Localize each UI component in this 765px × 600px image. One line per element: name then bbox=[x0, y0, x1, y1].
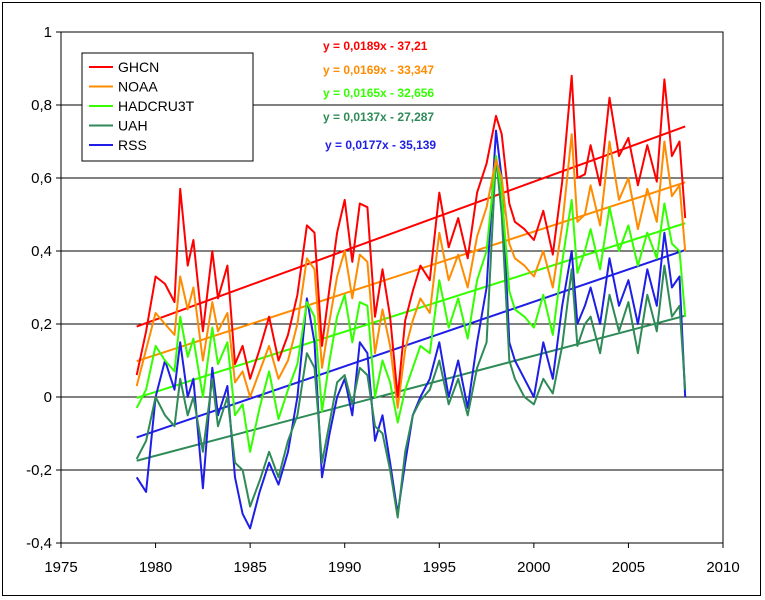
y-tick-label: -0,2 bbox=[26, 462, 52, 479]
legend-label-rss: RSS bbox=[118, 137, 147, 153]
trendline-noaa bbox=[136, 181, 686, 363]
y-tick-label: 0,6 bbox=[31, 170, 52, 187]
x-tick-label: 1985 bbox=[233, 559, 266, 576]
legend-label-hadcru3t: HADCRU3T bbox=[118, 98, 195, 114]
equation-rss: y = 0,0177x - 35,139 bbox=[325, 138, 436, 152]
x-tick-label: 1980 bbox=[139, 559, 172, 576]
x-tick-label: 1975 bbox=[44, 559, 77, 576]
equation-uah: y = 0,0137x - 27,287 bbox=[323, 110, 434, 124]
legend-label-uah: UAH bbox=[118, 118, 148, 134]
y-tick-label: 1 bbox=[44, 24, 52, 41]
equation-ghcn: y = 0,0189x - 37,21 bbox=[323, 39, 428, 53]
legend: GHCN NOAA HADCRU3T UAH RSS bbox=[81, 52, 254, 162]
equation-noaa: y = 0,0169x - 33,347 bbox=[323, 63, 434, 77]
tick-labels: -0,4 -0,2 0 0,2 0,4 0,6 0,8 1 1975 1980 1985 1990 19… bbox=[26, 24, 740, 576]
equation-hadcru3t: y = 0,0165x - 32,656 bbox=[323, 86, 434, 100]
y-tick-label: 0 bbox=[44, 389, 52, 406]
series-line-hadcru3t bbox=[135, 155, 687, 453]
y-tick-label: 0,8 bbox=[31, 97, 52, 114]
x-tick-label: 2005 bbox=[612, 559, 645, 576]
series-line-ghcn bbox=[135, 74, 687, 398]
series-lines bbox=[135, 74, 687, 530]
y-tick-label: 0,2 bbox=[31, 316, 52, 333]
trendline-hadcru3t bbox=[136, 222, 686, 399]
x-tick-label: 1990 bbox=[328, 559, 361, 576]
series-line-noaa bbox=[135, 133, 687, 409]
x-tick-label: 1995 bbox=[423, 559, 456, 576]
x-tick-label: 2010 bbox=[706, 559, 739, 576]
legend-label-noaa: NOAA bbox=[118, 79, 158, 95]
legend-label-ghcn: GHCN bbox=[118, 59, 159, 75]
series-line-uah bbox=[135, 155, 687, 519]
trendline-uah bbox=[136, 314, 686, 462]
series-line-rss bbox=[135, 129, 687, 530]
y-tick-label: -0,4 bbox=[26, 535, 52, 552]
x-tick-label: 2000 bbox=[517, 559, 550, 576]
trend-equations: y = 0,0189x - 37,21 y = 0,0169x - 33,347 y… bbox=[323, 39, 436, 152]
y-tick-label: 0,4 bbox=[31, 243, 52, 260]
